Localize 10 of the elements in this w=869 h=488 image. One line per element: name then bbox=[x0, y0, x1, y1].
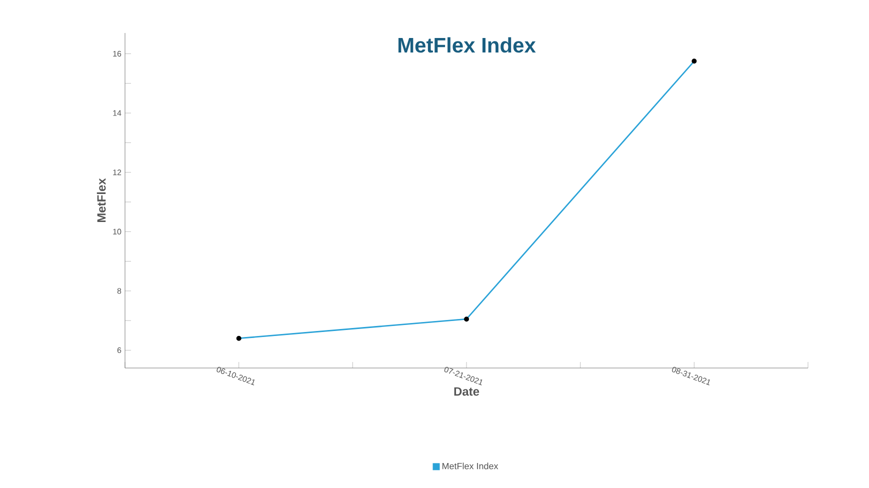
y-tick-label: 8 bbox=[117, 288, 122, 294]
y-tick-label: 14 bbox=[113, 110, 122, 116]
y-tick-label: 10 bbox=[113, 228, 122, 234]
chart-title: MetFlex Index bbox=[398, 37, 536, 53]
y-tick-label: 12 bbox=[113, 170, 122, 176]
y-axis-title: MetFlex bbox=[96, 178, 106, 222]
y-tick-label: 6 bbox=[117, 347, 122, 354]
x-axis-title: Date bbox=[454, 387, 480, 396]
legend-label: MetFlex Index bbox=[442, 462, 498, 470]
y-tick-label: 16 bbox=[113, 50, 122, 57]
